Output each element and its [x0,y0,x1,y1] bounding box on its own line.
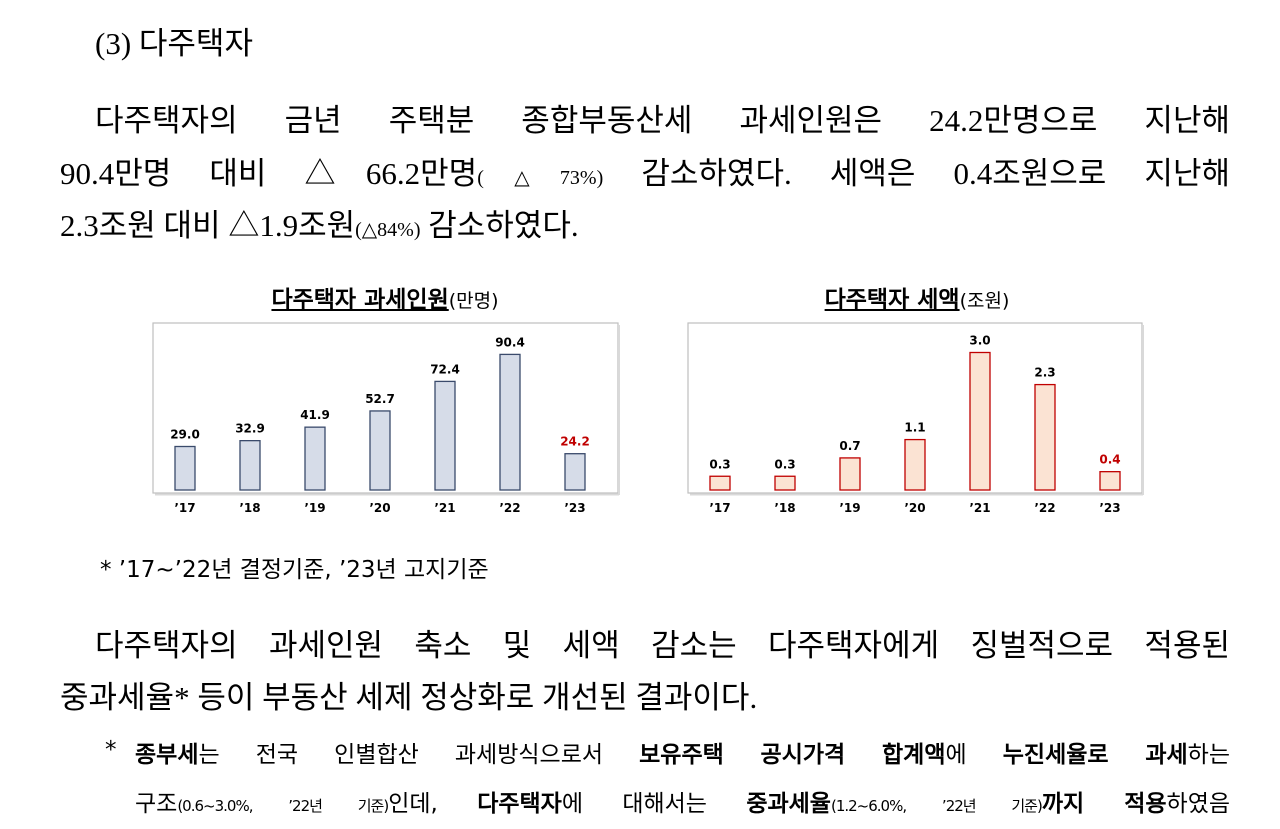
value-label: 0.7 [839,439,860,453]
bar [709,475,731,491]
bar [434,380,456,491]
text-run: (△84%) [355,219,421,241]
text-run: 하였음 [1166,791,1231,817]
bar [239,440,261,491]
text-run: 까지 적용 [1041,791,1167,817]
text-run: (1.2~6.0%, ’22년 기준) [830,797,1043,815]
text-line: 중과세율* 등이 부동산 세제 정상화로 개선된 결과이다. [60,672,1230,717]
value-label: 0.3 [774,457,795,471]
value-label: 1.1 [904,421,925,435]
x-tick-label: ’20 [369,501,390,515]
x-tick-label: ’19 [839,501,860,515]
x-tick-label: ’20 [904,501,925,515]
heading: (3) 다주택자 [95,26,253,61]
text-line: 90.4만명 대비 △66.2만명(△73%) 감소하였다. 세액은 0.4조원… [60,148,1230,193]
x-tick-label: ’19 [304,501,325,515]
x-tick-label: ’17 [709,501,730,515]
bar [174,445,196,491]
text-run: 감소하였다. [420,208,579,243]
bar [904,438,926,491]
text-run: 중과세율 [746,791,831,817]
bar [1099,471,1121,491]
text-run: 다주택자의 과세인원 축소 및 세액 감소는 다주택자에게 징벌적으로 적용된 [95,628,1230,663]
text-run: 보유주택 공시가격 합계액 [639,742,946,768]
x-tick-label: ’23 [564,501,585,515]
value-label: 3.0 [969,334,990,348]
value-label: 0.3 [709,457,730,471]
chart-unit: (조원) [959,290,1010,312]
x-tick-label: ’22 [1034,501,1055,515]
text-run: (△73%) [477,167,604,189]
text-run: 는 전국 인별합산 과세방식으로서 [198,742,640,768]
x-tick-label: ’18 [239,501,260,515]
text-run: 90.4만명 대비 △66.2만명 [60,156,478,191]
value-label: 72.4 [430,362,460,376]
text-run: 종부세 [135,742,199,768]
text-run: 2.3조원 대비 △1.9조원 [60,208,356,243]
chart: 29.0 ’17 32.9 ’18 41.9 ’19 52.7 ’20 72.4 ’21 90.4 ’… [152,322,620,515]
value-label: 29.0 [170,428,200,442]
text-run: 다주택자의 금년 주택분 종합부동산세 과세인원은 24.2만명으로 지난해 [95,103,1230,138]
x-tick-label: ’21 [969,501,990,515]
bar [369,410,391,491]
text-run: 에 [945,742,1003,768]
chart-title-block: 다주택자 세액(조원) [682,280,1152,314]
value-label: 0.4 [1099,453,1120,467]
text-run: 감소하였다. 세액은 0.4조원으로 지난해 [603,156,1230,191]
bar [774,475,796,491]
value-label: 2.3 [1034,366,1055,380]
chart-unit: (만명) [448,290,499,312]
text-run: (0.6~3.0%, ’22년 기준) [177,797,389,815]
value-label: 41.9 [300,408,330,422]
value-label: 52.7 [365,392,395,406]
text-line: 종부세는 전국 인별합산 과세방식으로서 보유주택 공시가격 합계액에 누진세율… [135,735,1230,769]
value-label: 32.9 [235,422,265,436]
text-line: 2.3조원 대비 △1.9조원(△84%) 감소하였다. [60,200,1230,245]
text-run: 누진세율로 과세 [1002,742,1188,768]
value-label: 24.2 [560,435,590,449]
text-line: 다주택자의 과세인원 축소 및 세액 감소는 다주택자에게 징벌적으로 적용된 [95,620,1230,665]
text-line: 구조(0.6~3.0%, ’22년 기준)인데, 다주택자에 대해서는 중과세율… [135,784,1230,818]
chart: 0.3 ’17 0.3 ’18 0.7 ’19 1.1 ’20 3.0 ’21 2.3 ’22 0.4 ’… [687,322,1144,515]
x-tick-label: ’22 [499,501,520,515]
x-tick-label: ’18 [774,501,795,515]
bar [499,353,521,491]
bar [304,426,326,491]
chart-note: * ’17~’22년 결정기준, ’23년 고지기준 [100,557,489,583]
footnote-marker: * [105,737,117,763]
bar [1034,383,1056,491]
x-tick-label: ’21 [434,501,455,515]
text-run: 구조 [135,791,178,817]
bar [969,351,991,491]
chart-title: 다주택자 과세인원 [271,287,449,313]
x-tick-label: ’17 [174,501,195,515]
text-run: 에 대해서는 [561,791,747,817]
bar [839,457,861,491]
x-tick-label: ’23 [1099,501,1120,515]
text-line: 다주택자의 금년 주택분 종합부동산세 과세인원은 24.2만명으로 지난해 [95,95,1230,140]
value-label: 90.4 [495,335,525,349]
text-run: 하는 [1187,742,1230,768]
text-run: 인데, [388,791,478,817]
chart-title: 다주택자 세액 [824,287,960,313]
chart-title-block: 다주택자 과세인원(만명) [150,280,620,314]
bar [564,453,586,491]
text-run: 다주택자 [477,791,562,817]
text-run: 중과세율* 등이 부동산 세제 정상화로 개선된 결과이다. [60,680,758,715]
